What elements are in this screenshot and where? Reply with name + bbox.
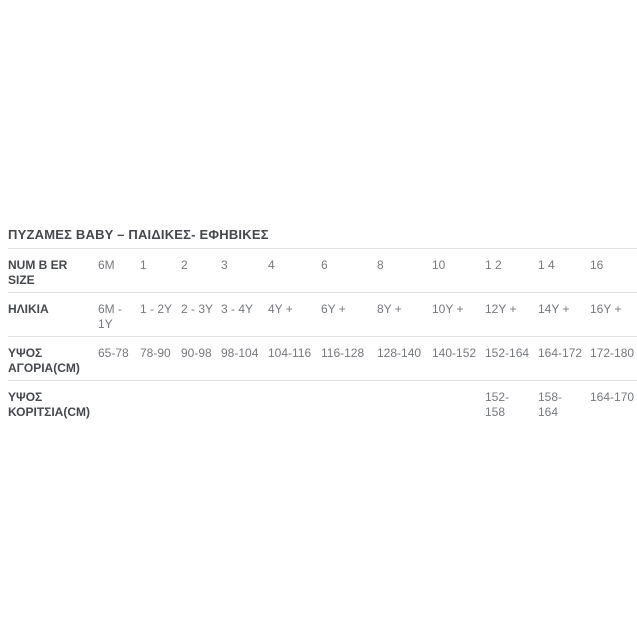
- table-cell: 3: [221, 258, 228, 272]
- table-cell: 164-172: [538, 346, 583, 360]
- table-cell: 10Y +: [432, 302, 464, 316]
- table-cell: 128-140: [377, 346, 422, 360]
- table-cell: 90-98: [181, 346, 212, 360]
- table-cell: 14Y +: [538, 302, 570, 316]
- table-cell: 140-152: [432, 346, 477, 360]
- table-cell: 152-164: [485, 346, 530, 360]
- row-label-age: ΗΛΙΚΙΑ: [8, 302, 49, 316]
- row-label-height-boys: ΥΨΟΣ ΑΓΟΡΙΑ(CM): [8, 346, 80, 375]
- row-label-height-girls: ΥΨΟΣ ΚΟΡΙΤΣΙΑ(CM): [8, 390, 90, 419]
- table-cell: 78-90: [140, 346, 171, 360]
- table-row-age: ΗΛΙΚΙΑ 6M - 1Y 1 - 2Y 2 - 3Y 3 - 4Y 4Y +…: [8, 292, 637, 337]
- table-cell: 3 - 4Y: [221, 302, 254, 316]
- table-cell: 16: [590, 258, 604, 272]
- table-cell: 116-128: [321, 346, 365, 360]
- table-cell: 10: [432, 258, 446, 272]
- table-cell: 2 - 3Y: [181, 302, 214, 316]
- table-cell: 4: [268, 258, 275, 272]
- size-table: NUM B ER SIZE 6M 1 2 3 4 6 8 10 1 2 1 4 …: [8, 248, 637, 424]
- table-cell: [98, 381, 140, 425]
- table-cell: 172-180: [590, 346, 635, 360]
- table-cell: 2: [181, 258, 188, 272]
- table-cell: 1: [140, 258, 147, 272]
- table-cell: 158- 164: [538, 390, 563, 419]
- table-cell: 4Y +: [268, 302, 293, 316]
- table-row-height-boys: ΥΨΟΣ ΑΓΟΡΙΑ(CM) 65-78 78-90 90-98 98-104…: [8, 336, 637, 381]
- table-cell: [181, 381, 221, 425]
- table-cell: [432, 381, 485, 425]
- table-cell: 16Y +: [590, 302, 622, 316]
- table-cell: 104-116: [268, 346, 312, 360]
- table-row-number-size: NUM B ER SIZE 6M 1 2 3 4 6 8 10 1 2 1 4 …: [8, 248, 637, 293]
- table-cell: 152- 158: [485, 390, 510, 419]
- table-cell: 1 4: [538, 258, 555, 272]
- table-cell: 65-78: [98, 346, 129, 360]
- table-cell: [221, 381, 268, 425]
- table-cell: 164-170: [590, 390, 635, 404]
- table-cell: 8Y +: [377, 302, 402, 316]
- table-cell: [377, 381, 432, 425]
- table-cell: [140, 381, 181, 425]
- table-row-height-girls: ΥΨΟΣ ΚΟΡΙΤΣΙΑ(CM) 152- 158 158- 164 164-…: [8, 380, 637, 425]
- row-label-number-size: NUM B ER SIZE: [8, 258, 68, 287]
- table-cell: 6: [321, 258, 328, 272]
- table-cell: 8: [377, 258, 384, 272]
- table-cell: 1 - 2Y: [140, 302, 173, 316]
- table-cell: 12Y +: [485, 302, 517, 316]
- table-cell: 98-104: [221, 346, 259, 360]
- size-table-title: ΠΥΖΑΜΕΣ BABY – ΠΑΙΔΙΚΕΣ- ΕΦΗΒΙΚΕΣ: [8, 227, 269, 242]
- table-cell: [321, 381, 377, 425]
- table-cell: [268, 381, 321, 425]
- table-cell: 1 2: [485, 258, 502, 272]
- table-cell: 6Y +: [321, 302, 346, 316]
- table-cell: 6M - 1Y: [98, 302, 122, 331]
- table-cell: 6M: [98, 258, 115, 272]
